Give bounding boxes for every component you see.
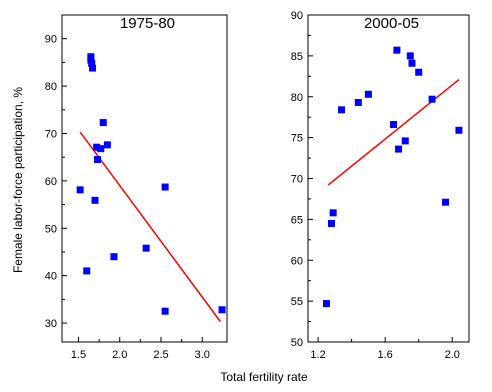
data-point	[428, 95, 436, 103]
panel-2000-05: 1.2 1.6 2.0 50 55 60 65 70 75 80 85 90 2000-05	[291, 10, 470, 361]
data-point	[89, 64, 97, 72]
panel-title: 1975-80	[120, 15, 175, 32]
data-point	[354, 98, 362, 106]
data-point	[455, 126, 463, 134]
data-point	[338, 106, 346, 114]
data-point	[161, 307, 169, 315]
y-tick-label: 90	[291, 10, 303, 22]
x-tick-label: 1.2	[310, 349, 325, 361]
data-point	[103, 141, 111, 149]
data-point	[442, 198, 450, 206]
panel-title: 2000-05	[364, 15, 419, 32]
y-tick-label: 90	[45, 34, 57, 46]
x-tick-label: 1.5	[71, 349, 86, 361]
data-point	[93, 143, 101, 151]
x-axis-title: Total fertility rate	[220, 370, 308, 384]
y-tick-label: 85	[291, 51, 303, 63]
x-tick-label: 2.5	[153, 349, 168, 361]
plot-frame	[307, 14, 470, 343]
data-point	[327, 219, 335, 227]
data-point	[329, 209, 337, 217]
data-point	[393, 46, 401, 54]
data-point	[93, 156, 101, 164]
data-point	[88, 59, 96, 67]
data-point	[322, 300, 330, 308]
x-tick-label: 2.0	[112, 349, 127, 361]
y-axis-title: Female labor-force participation, %	[11, 87, 25, 273]
x-tick-label: 2.0	[445, 349, 460, 361]
data-point	[83, 267, 91, 275]
data-point	[99, 119, 107, 127]
y-tick-label: 70	[45, 128, 57, 140]
data-point	[364, 90, 372, 98]
data-point	[390, 121, 398, 129]
data-point	[161, 183, 169, 191]
y-tick-label: 55	[291, 296, 303, 308]
y-tick-label: 80	[291, 92, 303, 104]
data-point	[395, 145, 403, 153]
y-tick-label: 80	[45, 81, 57, 93]
y-tick-label: 75	[291, 133, 303, 145]
trend-line	[79, 131, 222, 323]
y-tick-label: 50	[291, 337, 303, 349]
data-point	[91, 196, 99, 204]
data-point	[110, 253, 118, 261]
data-point	[142, 244, 150, 252]
y-tick-label: 65	[291, 214, 303, 226]
trend-line	[327, 78, 460, 186]
data-point	[218, 306, 226, 314]
y-tick-label: 60	[45, 176, 57, 188]
x-tick-label: 3.0	[195, 349, 210, 361]
panel-1975-80: 1.5 2.0 2.5 3.0 30 40 50 60 70 80 90 1975-80	[45, 14, 228, 361]
data-point	[415, 68, 423, 76]
y-tick-label: 70	[291, 174, 303, 186]
y-tick-label: 50	[45, 223, 57, 235]
y-tick-label: 60	[291, 255, 303, 267]
data-point	[408, 59, 416, 67]
data-point	[97, 145, 105, 153]
y-tick-label: 30	[45, 318, 57, 330]
data-point	[401, 137, 409, 145]
plot-frame	[61, 14, 228, 343]
x-tick-label: 1.6	[377, 349, 392, 361]
y-tick-label: 40	[45, 271, 57, 283]
data-point	[76, 186, 84, 194]
data-point	[406, 52, 414, 60]
